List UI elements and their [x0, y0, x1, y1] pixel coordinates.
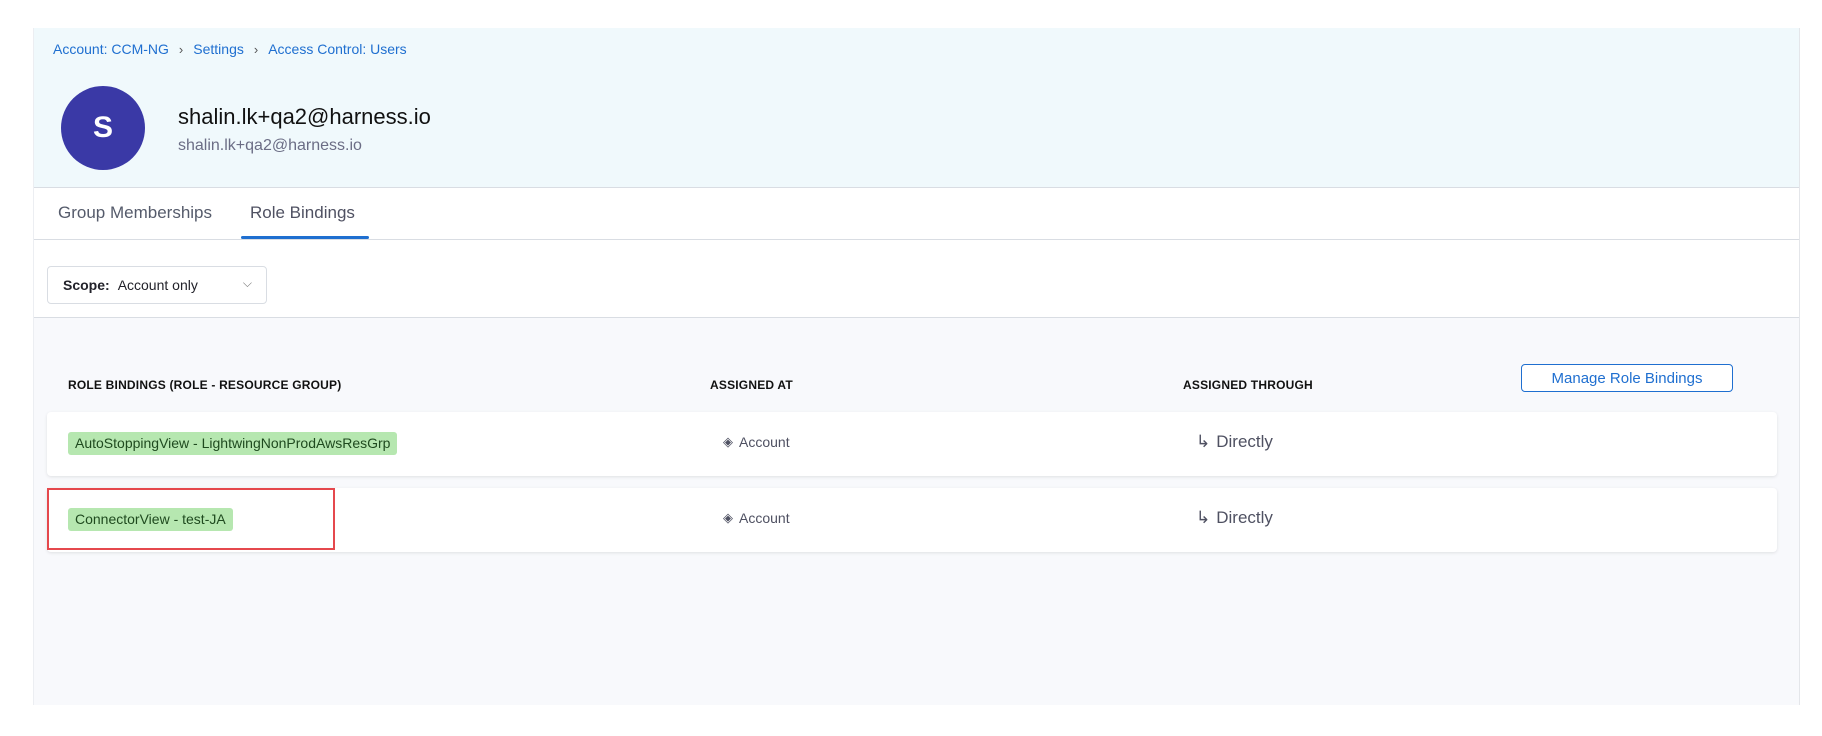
breadcrumb-account[interactable]: Account: CCM-NG: [53, 41, 169, 57]
column-header-assigned-at: ASSIGNED AT: [710, 378, 793, 392]
tab-bar: Group Memberships Role Bindings: [34, 188, 1799, 240]
role-binding-tag: ConnectorView - test-JA: [68, 508, 233, 531]
assigned-at: ◈ Account: [723, 510, 790, 526]
layers-icon: ◈: [723, 434, 733, 449]
avatar: S: [61, 86, 145, 170]
role-binding-tag: AutoStoppingView - LightwingNonProdAwsRe…: [68, 432, 398, 455]
arrow-redirect-icon: ↳: [1196, 508, 1211, 527]
scope-dropdown[interactable]: Scope: Account only ⌵: [47, 266, 267, 304]
table-row: ConnectorView - test-JA ◈ Account ↳ Direct…: [47, 488, 1777, 552]
chevron-down-icon: ⌵: [242, 276, 252, 290]
column-header-assigned-through: ASSIGNED THROUGH: [1183, 378, 1313, 392]
breadcrumb: Account: CCM-NG › Settings › Access Cont…: [53, 41, 407, 57]
user-details-panel: Account: CCM-NG › Settings › Access Cont…: [33, 28, 1800, 705]
column-header-role-bindings: ROLE BINDINGS (ROLE - RESOURCE GROUP): [68, 378, 342, 392]
assigned-at-value: Account: [739, 510, 790, 526]
highlight-box: [47, 488, 335, 550]
manage-role-bindings-button[interactable]: Manage Role Bindings: [1521, 364, 1733, 392]
layers-icon: ◈: [723, 510, 733, 525]
user-name: shalin.lk+qa2@harness.io: [178, 104, 431, 129]
assigned-through-value: Directly: [1216, 432, 1273, 451]
table-row: AutoStoppingView - LightwingNonProdAwsRe…: [47, 412, 1777, 476]
assigned-at-value: Account: [739, 434, 790, 450]
scope-label: Scope:: [63, 277, 110, 293]
user-email: shalin.lk+qa2@harness.io: [178, 137, 362, 154]
user-header: Account: CCM-NG › Settings › Access Cont…: [34, 28, 1799, 188]
active-tab-indicator: [241, 236, 369, 239]
chevron-right-icon: ›: [253, 41, 259, 57]
assigned-through: ↳ Directly: [1196, 432, 1273, 452]
assigned-at: ◈ Account: [723, 434, 790, 450]
breadcrumb-users[interactable]: Access Control: Users: [268, 41, 407, 57]
scope-bar: Scope: Account only ⌵: [34, 240, 1799, 318]
arrow-redirect-icon: ↳: [1196, 432, 1211, 451]
assigned-through: ↳ Directly: [1196, 508, 1273, 528]
tab-role-bindings[interactable]: Role Bindings: [250, 203, 355, 222]
assigned-through-value: Directly: [1216, 508, 1273, 527]
chevron-right-icon: ›: [178, 41, 184, 57]
scope-value: Account only: [117, 277, 198, 293]
breadcrumb-settings[interactable]: Settings: [193, 41, 244, 57]
tab-group-memberships[interactable]: Group Memberships: [58, 203, 213, 222]
